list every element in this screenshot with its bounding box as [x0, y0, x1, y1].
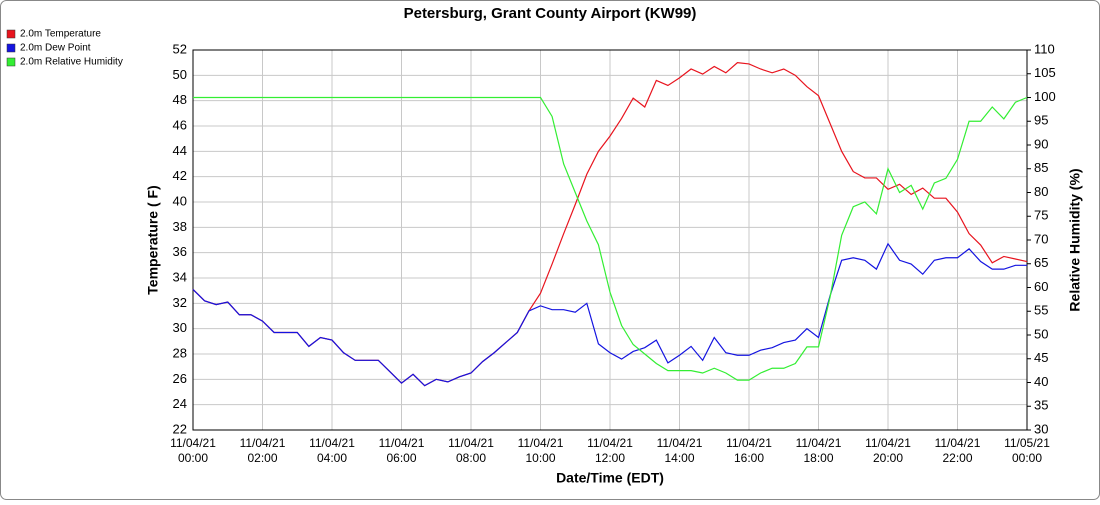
y-tick-label: 52 — [173, 41, 187, 56]
x-tick-label: 11/04/21 18:00 — [796, 436, 842, 465]
y-tick-label: 48 — [173, 92, 187, 107]
y-tick-label: 40 — [173, 193, 187, 208]
y-tick-label: 38 — [173, 219, 187, 234]
y2-tick-label: 95 — [1034, 113, 1048, 128]
y2-tick-label: 105 — [1034, 65, 1056, 80]
x-tick-label-line: 11/04/21 — [309, 436, 355, 450]
x-tick-label-line: 11/04/21 — [726, 436, 772, 450]
x-tick-label-line: 12:00 — [595, 451, 625, 465]
x-tick-label-line: 04:00 — [317, 451, 347, 465]
x-axis-label: Date/Time (EDT) — [556, 470, 664, 486]
y2-tick-label: 60 — [1034, 279, 1048, 294]
x-tick-label: 11/04/21 02:00 — [240, 436, 286, 465]
y2-tick-label: 50 — [1034, 326, 1048, 341]
y-tick-label: 30 — [173, 320, 187, 335]
x-tick-label-line: 06:00 — [386, 451, 416, 465]
x-tick-label: 11/04/21 20:00 — [865, 436, 911, 465]
y-tick-label: 24 — [173, 396, 187, 411]
y2-tick-label: 45 — [1034, 350, 1048, 365]
y2-tick-label: 85 — [1034, 160, 1048, 175]
x-tick-label-line: 11/05/21 — [1004, 436, 1050, 450]
y2-tick-label: 65 — [1034, 255, 1048, 270]
x-tick-label: 11/04/21 14:00 — [657, 436, 703, 465]
y2-tick-label: 55 — [1034, 303, 1048, 318]
y2-tick-label: 35 — [1034, 398, 1048, 413]
series-line — [193, 96, 1028, 381]
x-tick-label: 11/04/21 12:00 — [587, 436, 633, 465]
legend-swatch — [6, 57, 16, 67]
x-tick-label: 11/04/21 22:00 — [935, 436, 981, 465]
y-tick-label: 34 — [173, 269, 187, 284]
y-tick-label: 50 — [173, 67, 187, 82]
y-tick-label: 36 — [173, 244, 187, 259]
x-tick-label-line: 11/04/21 — [796, 436, 842, 450]
y2-tick-label: 75 — [1034, 208, 1048, 223]
x-tick-label-line: 11/04/21 — [379, 436, 425, 450]
x-tick-label: 11/04/21 08:00 — [448, 436, 494, 465]
x-tick-label-line: 11/04/21 — [587, 436, 633, 450]
x-tick-label-line: 14:00 — [664, 451, 694, 465]
x-tick-label-line: 00:00 — [178, 451, 208, 465]
x-tick-label-line: 00:00 — [1012, 451, 1042, 465]
x-tick-label-line: 08:00 — [456, 451, 486, 465]
legend-label: 2.0m Temperature — [20, 29, 101, 40]
x-tick-label-line: 11/04/21 — [657, 436, 703, 450]
y-tick-label: 42 — [173, 168, 187, 183]
x-tick-label-line: 20:00 — [873, 451, 903, 465]
y-axis-label: Temperature ( F) — [145, 185, 161, 294]
x-tick-label: 11/05/21 00:00 — [1004, 436, 1050, 465]
x-tick-label: 11/04/21 04:00 — [309, 436, 355, 465]
x-tick-label-line: 11/04/21 — [170, 436, 216, 450]
legend-swatch — [6, 29, 16, 39]
y-tick-label: 22 — [173, 421, 187, 436]
y2-tick-label: 30 — [1034, 421, 1048, 436]
y-tick-label: 32 — [173, 295, 187, 310]
chart-title: Petersburg, Grant County Airport (KW99) — [404, 5, 697, 22]
series-line — [192, 242, 1027, 387]
x-tick-label-line: 11/04/21 — [865, 436, 911, 450]
x-tick-label-line: 18:00 — [803, 451, 833, 465]
x-tick-label-line: 22:00 — [942, 451, 972, 465]
y-tick-label: 26 — [173, 371, 187, 386]
y2-axis-label: Relative Humidity (%) — [1067, 168, 1083, 311]
x-tick-label: 11/04/21 06:00 — [379, 436, 425, 465]
x-tick-label: 11/04/21 10:00 — [518, 436, 564, 465]
legend-label: 2.0m Dew Point — [20, 43, 91, 54]
y2-tick-label: 110 — [1034, 41, 1055, 56]
x-tick-label: 11/04/21 00:00 — [170, 436, 216, 465]
x-tick-label-line: 02:00 — [247, 451, 277, 465]
plot-area — [192, 49, 1028, 431]
x-tick-label-line: 11/04/21 — [518, 436, 564, 450]
y2-tick-label: 40 — [1034, 374, 1048, 389]
y-tick-label: 46 — [173, 117, 187, 132]
legend-swatch — [6, 43, 16, 53]
y2-tick-label: 100 — [1034, 89, 1056, 104]
x-tick-label-line: 11/04/21 — [448, 436, 494, 450]
y2-tick-label: 90 — [1034, 136, 1048, 151]
legend-label: 2.0m Relative Humidity — [20, 57, 123, 68]
y-tick-label: 44 — [173, 143, 187, 158]
x-tick-label-line: 11/04/21 — [935, 436, 981, 450]
x-tick-label-line: 16:00 — [734, 451, 764, 465]
y2-tick-label: 80 — [1034, 184, 1048, 199]
x-tick-label: 11/04/21 16:00 — [726, 436, 772, 465]
y-tick-label: 28 — [173, 345, 187, 360]
x-tick-label-line: 10:00 — [525, 451, 555, 465]
y2-tick-label: 70 — [1034, 231, 1048, 246]
x-tick-label-line: 11/04/21 — [240, 436, 286, 450]
